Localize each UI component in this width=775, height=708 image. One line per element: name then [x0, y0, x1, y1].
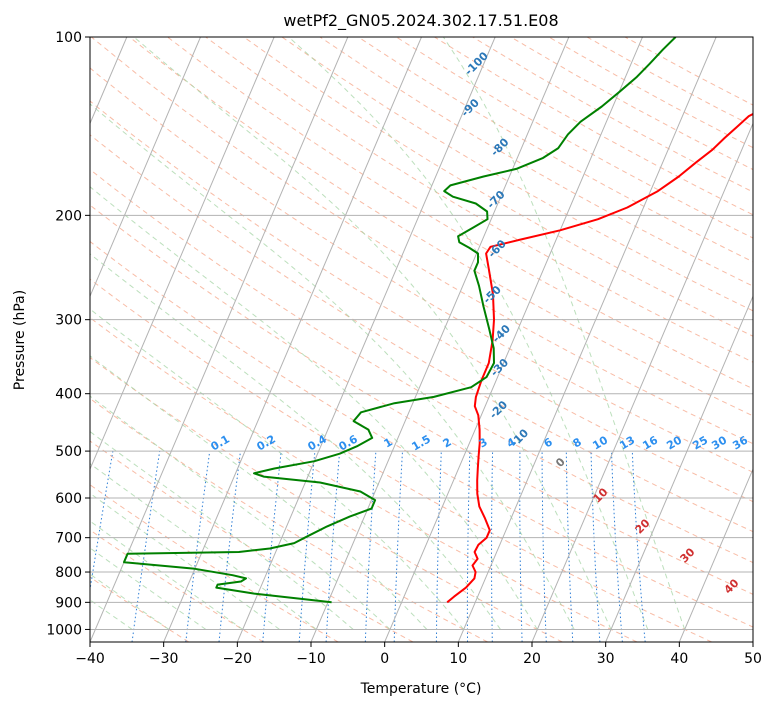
dry-adiabat [90, 134, 753, 533]
y-tick-label: 700 [55, 531, 82, 547]
y-tick-label: 400 [55, 387, 82, 403]
x-tick-label: 0 [380, 651, 389, 667]
mixing-ratio-line [298, 451, 316, 642]
dry-adiabat [129, 37, 753, 417]
dry-adiabat [205, 37, 753, 363]
moist-adiabat [442, 37, 686, 630]
dry-adiabat [90, 356, 563, 642]
dry-adiabat [90, 484, 339, 642]
dry-adiabat [90, 168, 753, 564]
y-axis-label: Pressure (hPa) [12, 290, 28, 390]
moist-adiabat [133, 37, 612, 630]
mixing-ratio-line [185, 451, 211, 642]
isotherm [752, 640, 753, 642]
profile-lines [123, 37, 753, 604]
x-tick-label: 40 [670, 651, 688, 667]
moist-adiabat [90, 573, 170, 630]
moist-adiabat [90, 520, 243, 630]
x-tick-label: −30 [149, 651, 179, 667]
plot-frame [89, 36, 754, 643]
moist-adiabat [90, 103, 575, 630]
x-axis-label: Temperature (°C) [360, 681, 482, 697]
x-tick-label: 10 [449, 651, 467, 667]
isotherm [236, 37, 496, 642]
y-tick-label: 1000 [46, 622, 82, 638]
x-axis: −40 −30 −20 −10 0 10 20 30 40 50 [75, 642, 762, 667]
dry-adiabat [90, 204, 753, 595]
isotherm [90, 37, 275, 471]
moist-adiabat [90, 430, 354, 630]
x-tick-label: 20 [523, 651, 541, 667]
isotherm [310, 37, 570, 642]
dry-adiabat [281, 37, 753, 312]
dry-adiabat [90, 67, 753, 473]
moist-adiabat [90, 253, 501, 630]
y-tick-label: 100 [55, 30, 82, 46]
x-tick-label: −10 [296, 651, 326, 667]
dry-adiabat [90, 240, 753, 628]
y-tick-label: 200 [55, 208, 82, 224]
isotherm [90, 37, 201, 298]
grid-lines [90, 37, 753, 642]
y-tick-label: 600 [55, 491, 82, 507]
isotherm [605, 295, 753, 642]
dry-adiabat [90, 397, 488, 642]
dewpoint-line [123, 37, 677, 604]
moist-adiabat [90, 355, 428, 630]
isotherm [384, 37, 643, 642]
moist-adiabat [90, 547, 207, 630]
plot-background [90, 37, 753, 642]
moist-adiabat [90, 395, 391, 630]
isotherm [163, 37, 422, 642]
background-lines [90, 37, 753, 642]
mixing-ratio-line [631, 451, 646, 642]
moist-adiabat [90, 308, 465, 630]
x-tick-label: 30 [597, 651, 615, 667]
y-axis: 1000 900 800 700 600 500 400 300 200 100 [46, 30, 90, 638]
x-tick-label: −20 [223, 651, 253, 667]
moist-adiabat [90, 186, 538, 630]
y-tick-label: 900 [55, 595, 82, 611]
isotherm [90, 37, 349, 642]
x-tick-label: 50 [744, 651, 762, 667]
x-tick-label: −40 [75, 651, 105, 667]
isotherm [457, 37, 717, 642]
isotherm [678, 467, 753, 642]
mixing-ratio-line [262, 451, 282, 642]
mixing-ratio-line [218, 451, 241, 642]
y-tick-label: 500 [55, 444, 82, 460]
y-tick-label: 300 [55, 313, 82, 329]
isotherm [531, 122, 753, 642]
y-tick-label: 800 [55, 565, 82, 581]
chart-title: wetPf2_GN05.2024.302.17.51.E08 [283, 11, 558, 31]
